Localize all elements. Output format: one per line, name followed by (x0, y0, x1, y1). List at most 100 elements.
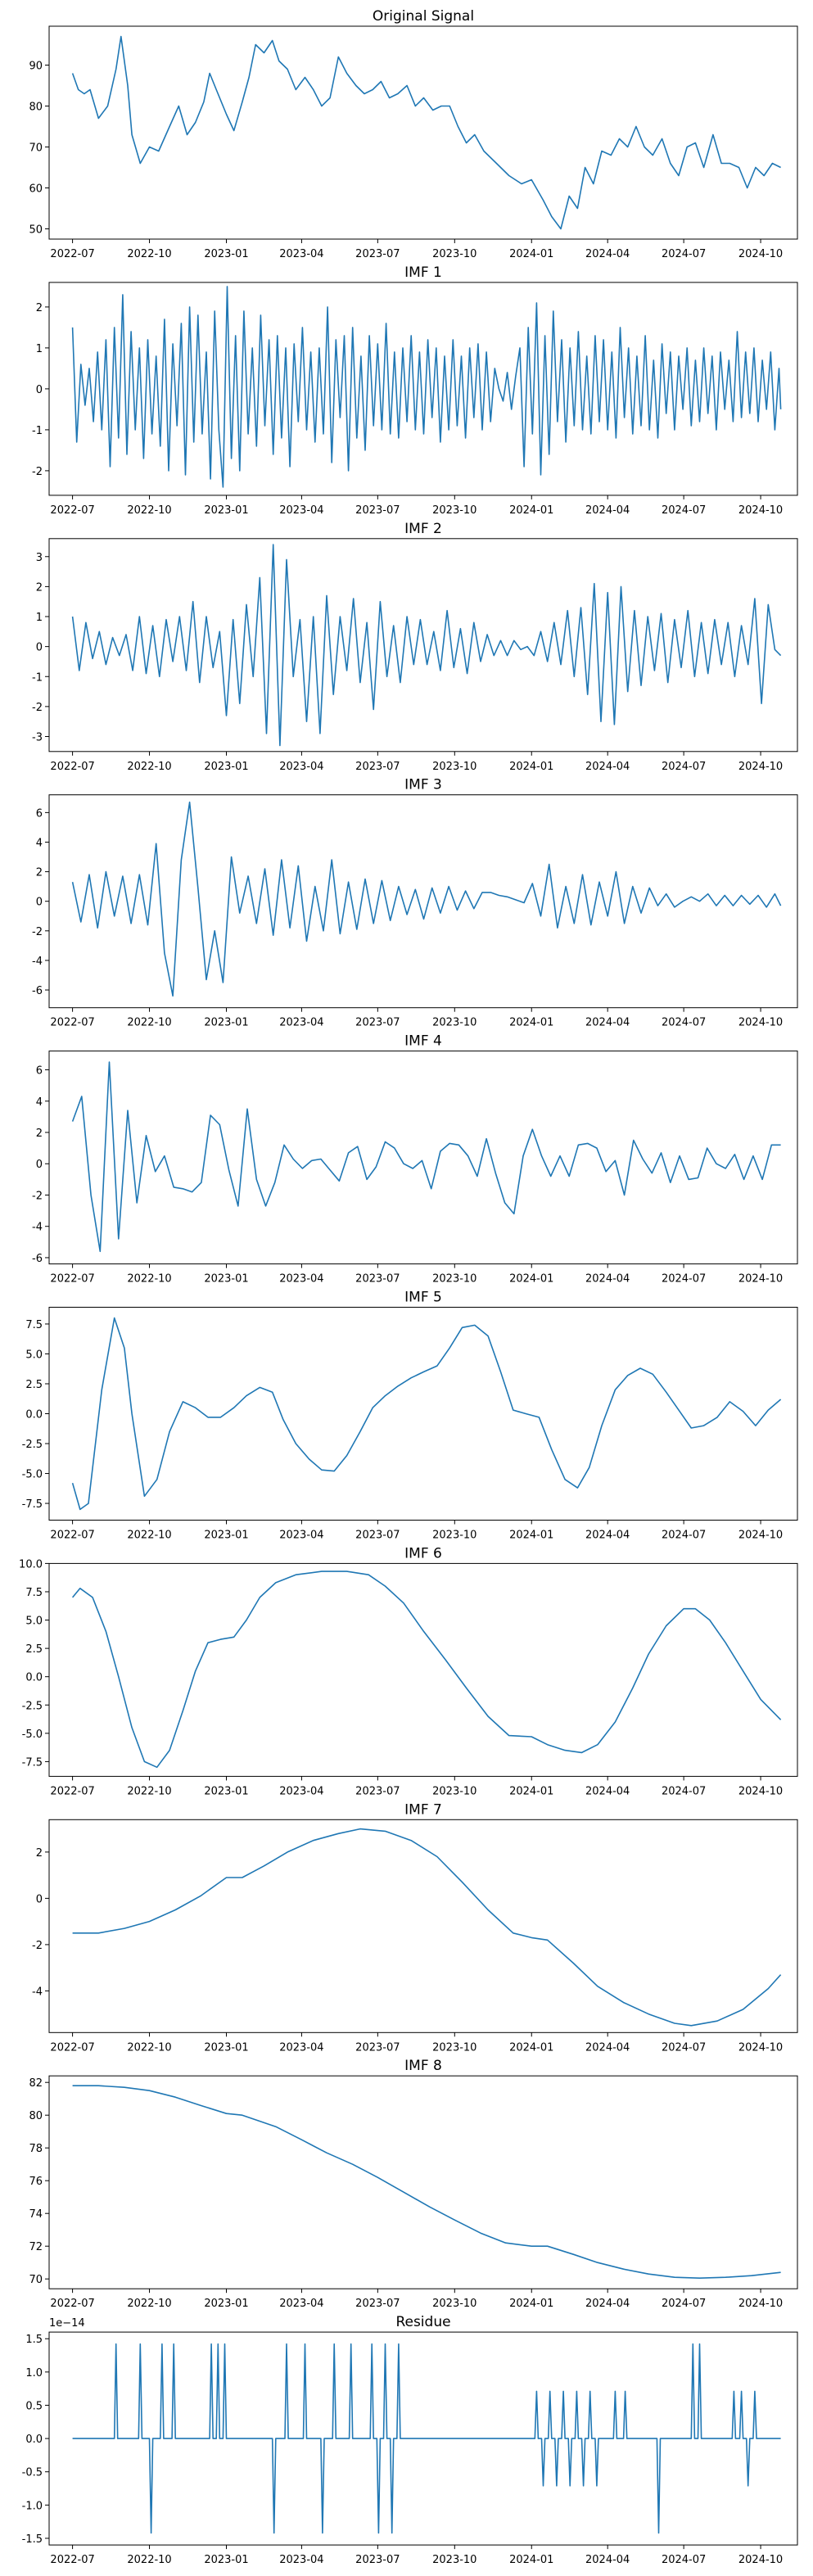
subplot-title: IMF 8 (404, 2058, 442, 2074)
series-line (71, 1061, 781, 1253)
y-tick-label: -2 (32, 1940, 43, 1952)
y-tick-label: -1.5 (22, 2533, 43, 2546)
series-line (72, 1828, 782, 2027)
x-tick-label: 2023-10 (432, 761, 477, 773)
x-tick-label: 2022-07 (50, 2298, 94, 2310)
y-tick-label: 0.0 (25, 1672, 43, 1684)
x-tick-label: 2022-07 (50, 761, 94, 773)
y-tick-label: -1 (32, 671, 43, 684)
series-line (72, 2085, 781, 2279)
axes-frame (48, 2075, 798, 2289)
subplot-title: Original Signal (373, 8, 474, 25)
x-tick-label: 2024-07 (662, 1273, 706, 1286)
x-tick-label: 2023-01 (204, 1273, 248, 1286)
x-tick-label: 2023-07 (355, 1785, 400, 1797)
x-tick-label: 2024-01 (509, 248, 553, 260)
x-tick-label: 2024-10 (738, 248, 783, 260)
y-tick-label: 0.0 (25, 1409, 43, 1421)
y-tick-label: 0 (36, 1893, 43, 1905)
subplot-4: IMF 4 -6 -4 -2 0 2 4 6 2022-07 2022-10 2023-01 2023… (32, 1033, 798, 1286)
x-tick-label: 2024-07 (662, 504, 706, 517)
x-tick-label: 2024-10 (738, 1017, 783, 1029)
axes-frame (48, 538, 798, 752)
x-tick-label: 2024-04 (585, 2554, 630, 2566)
axes-frame (48, 1562, 798, 1777)
x-tick-label: 2024-10 (738, 761, 783, 773)
x-tick-label: 2022-10 (127, 2298, 171, 2310)
y-tick-label: 80 (29, 102, 43, 114)
subplot-8: IMF 8 70 72 74 76 78 80 82 2022-07 2022-10 2023-01… (29, 2058, 798, 2310)
x-tick-label: 2022-10 (127, 2554, 171, 2566)
y-tick-label: 50 (29, 224, 43, 237)
y-tick-label: 4 (36, 837, 43, 849)
y-tick-label: -2 (32, 1190, 43, 1202)
x-tick-label: 2024-07 (662, 2041, 706, 2054)
x-tick-label: 2023-04 (279, 2041, 323, 2054)
x-tick-label: 2024-01 (509, 1017, 553, 1029)
x-tick-label: 2024-04 (585, 248, 630, 260)
x-tick-label: 2022-07 (50, 2041, 94, 2054)
y-tick-label: 90 (29, 61, 43, 73)
y-tick-label: 3 (36, 552, 43, 564)
y-tick-label: -1 (32, 425, 43, 437)
y-tick-label: -2.5 (22, 1700, 43, 1712)
x-tick-label: 2023-01 (204, 2554, 248, 2566)
x-tick-label: 2023-01 (204, 1530, 248, 1542)
y-tick-label: 78 (29, 2143, 43, 2155)
subplot-2: IMF 2 -3 -2 -1 0 1 2 3 2022-07 2022-10 2023-01 2023… (32, 521, 798, 773)
x-tick-label: 2023-04 (279, 504, 323, 517)
subplot-6: IMF 6 -7.5 -5.0 -2.5 0.0 2.5 5.0 7.5 10.0 2022-07… (19, 1545, 798, 1797)
x-tick-label: 2022-07 (50, 1785, 94, 1797)
x-tick-label: 2022-10 (127, 2041, 171, 2054)
x-tick-label: 2024-04 (585, 1017, 630, 1029)
axes-frame (48, 1051, 798, 1265)
y-tick-label: 76 (29, 2176, 43, 2188)
y-tick-label: -6 (32, 1253, 43, 1265)
y-tick-label: -5.0 (22, 1469, 43, 1481)
x-tick-label: 2023-07 (355, 2554, 400, 2566)
x-tick-label: 2023-10 (432, 1530, 477, 1542)
axes-frame (48, 1819, 798, 2033)
x-tick-label: 2022-10 (127, 248, 171, 260)
x-tick-label: 2023-10 (432, 1017, 477, 1029)
x-tick-label: 2024-10 (738, 2554, 783, 2566)
subplot-title: IMF 5 (404, 1290, 442, 1306)
subplot-title: IMF 7 (404, 1801, 442, 1818)
x-tick-label: 2023-10 (432, 1273, 477, 1286)
y-tick-label: 1 (36, 343, 43, 355)
axes-frame (48, 794, 798, 1009)
y-tick-label: 0 (36, 1159, 43, 1171)
series-line (71, 35, 781, 230)
x-tick-label: 2024-04 (585, 1530, 630, 1542)
x-tick-label: 2022-10 (127, 504, 171, 517)
x-tick-label: 2024-07 (662, 248, 706, 260)
x-tick-label: 2024-10 (738, 504, 783, 517)
y-tick-label: 10.0 (19, 1558, 43, 1570)
x-tick-label: 2024-04 (585, 2041, 630, 2054)
subplot-title: Residue (395, 2314, 450, 2330)
y-tick-label: 0 (36, 897, 43, 909)
x-tick-label: 2024-04 (585, 2298, 630, 2310)
x-tick-label: 2022-10 (127, 1273, 171, 1286)
x-tick-label: 2024-10 (738, 2298, 783, 2310)
y-tick-label: 60 (29, 183, 43, 196)
y-tick-label: -4 (32, 1986, 43, 1998)
y-tick-label: 74 (29, 2208, 43, 2221)
x-tick-label: 2023-07 (355, 2298, 400, 2310)
x-tick-label: 2024-01 (509, 1273, 553, 1286)
subplot-0: Original Signal 50 60 70 80 90 2022-07 2022-10 2… (29, 8, 798, 260)
y-tick-label: 0 (36, 384, 43, 396)
subplot-7: IMF 7 -4 -2 0 2 2022-07 2022-10 2023-01 2023-04 2… (32, 1801, 798, 2054)
x-tick-label: 2024-10 (738, 1785, 783, 1797)
subplot-3: IMF 3 -6 -4 -2 0 2 4 6 2022-07 2022-10 2023-01 2023… (32, 777, 798, 1029)
y-tick-label: -2 (32, 702, 43, 714)
y-tick-label: -2 (32, 926, 43, 938)
x-tick-label: 2023-01 (204, 248, 248, 260)
x-tick-label: 2023-01 (204, 1017, 248, 1029)
y-tick-label: 1 (36, 612, 43, 624)
x-tick-label: 2022-07 (50, 1273, 94, 1286)
y-tick-label: 2 (36, 1847, 43, 1860)
x-tick-label: 2023-04 (279, 1530, 323, 1542)
x-tick-label: 2024-07 (662, 2298, 706, 2310)
